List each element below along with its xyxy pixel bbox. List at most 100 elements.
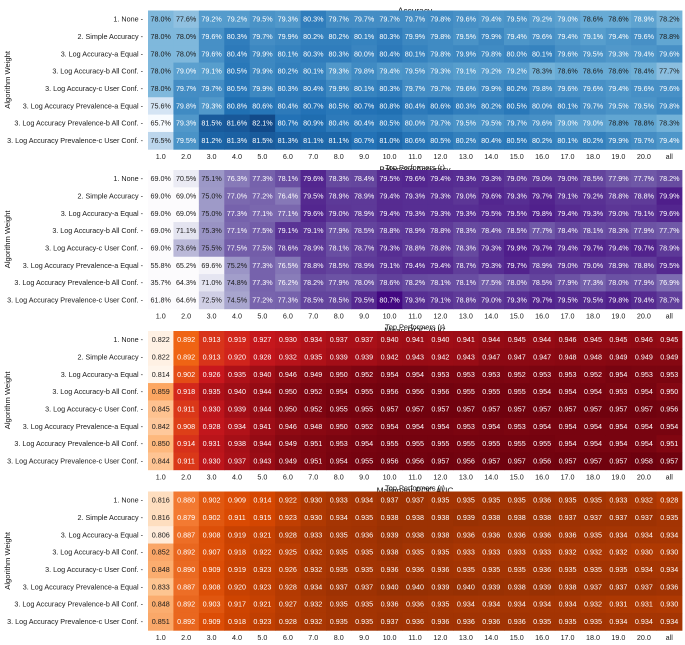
cell-value-label: 0.939 (330, 352, 348, 361)
cell-value-label: 79.7% (405, 84, 426, 93)
cell-value-label: 0.953 (635, 370, 653, 379)
heatmap-cell (376, 222, 403, 240)
heatmap-cell (326, 170, 352, 188)
cell-value-label: 0.935 (457, 565, 475, 574)
heatmap-cell (529, 612, 556, 631)
heatmap-cell (605, 114, 632, 133)
cell-value-label: 79.9% (481, 32, 502, 41)
heatmap-cell (249, 383, 276, 401)
cell-value-label: 78.3% (608, 226, 629, 235)
cell-value-label: 79.4% (557, 32, 578, 41)
cell-value-label: 0.851 (152, 617, 170, 626)
cell-value-label: 0.950 (330, 370, 348, 379)
heatmap-cell (529, 274, 556, 292)
heatmap-cell (656, 491, 683, 510)
heatmap-cell (300, 79, 327, 98)
cell-value-label: 0.957 (482, 404, 500, 413)
cell-value-label: 0.887 (177, 582, 195, 591)
heatmap-cell (300, 491, 327, 510)
x-tick-label: 9.0 (359, 473, 369, 482)
cell-value-label: 0.957 (609, 457, 627, 466)
cell-value-label: 0.954 (381, 422, 399, 431)
cell-value-label: 79.7% (583, 243, 604, 252)
cell-value-label: 78.8% (456, 296, 477, 305)
cell-value-label: 79.6% (303, 209, 324, 218)
cell-value-label: 0.953 (457, 422, 475, 431)
heatmap-cell (224, 595, 251, 614)
cell-value-label: 0.907 (203, 548, 221, 557)
cell-value-label: 76.9% (659, 278, 680, 287)
cell-value-label: 79.3% (481, 243, 502, 252)
cell-value-label: 0.932 (304, 600, 322, 609)
cell-value-label: 79.2% (201, 15, 222, 24)
cell-value-label: 79.6% (405, 174, 426, 183)
y-tick-label: 3. Log Accuracy Prevalence-c User Conf. … (7, 296, 143, 305)
heatmap-cell (554, 526, 581, 544)
cell-value-label: 0.936 (660, 582, 678, 591)
cell-value-label: 78.8% (634, 119, 655, 128)
cell-value-label: 0.936 (355, 530, 373, 539)
cell-value-label: 79.7% (507, 261, 528, 270)
heatmap-cell (326, 526, 352, 544)
heatmap-cell (656, 365, 683, 384)
cell-value-label: 0.908 (203, 530, 221, 539)
cell-value-label: 79.3% (456, 209, 477, 218)
heatmap-cell (504, 612, 530, 631)
heatmap-cell (656, 508, 683, 527)
cell-value-label: 0.902 (203, 496, 221, 505)
cell-value-label: 78.0% (151, 15, 172, 24)
heatmap-cell (275, 27, 301, 46)
heatmap-cell (605, 365, 632, 384)
cell-value-label: 78.8% (608, 119, 629, 128)
heatmap-cell (427, 27, 454, 46)
cell-value-label: 79.5% (354, 296, 375, 305)
heatmap-cell (504, 491, 530, 510)
y-tick-label: 2. Simple Accuracy - (77, 191, 143, 200)
x-tick-label: 3.0 (207, 312, 217, 321)
cell-value-label: 0.949 (609, 352, 627, 361)
heatmap-cell (148, 595, 174, 614)
cell-value-label: 79.7% (532, 191, 553, 200)
cell-value-label: 0.937 (609, 582, 627, 591)
cell-value-label: 0.954 (660, 422, 678, 431)
cell-value-label: 0.918 (177, 387, 195, 396)
cell-value-label: 80.1% (354, 84, 375, 93)
heatmap-cell (275, 452, 301, 471)
cell-value-label: 78.6% (379, 278, 400, 287)
heatmap-cell (478, 348, 505, 367)
heatmap-cell (326, 239, 352, 258)
heatmap-cell (300, 204, 327, 223)
heatmap-cell (656, 331, 683, 349)
heatmap-cell (631, 543, 657, 562)
heatmap-cell (453, 508, 479, 527)
heatmap-cell (249, 239, 276, 258)
y-tick-label: 2. Simple Accuracy - (77, 513, 143, 522)
cell-value-label: 0.951 (660, 439, 678, 448)
cell-value-label: 79.5% (507, 15, 528, 24)
x-tick-label: 19.0 (611, 152, 625, 161)
heatmap-cell (478, 595, 505, 614)
cell-value-label: 78.4% (557, 226, 578, 235)
heatmap-cell (249, 45, 276, 63)
heatmap-cell (148, 114, 174, 133)
cell-value-label: 78.3% (456, 243, 477, 252)
cell-value-label: 79.8% (176, 101, 197, 110)
cell-value-label: 80.5% (329, 101, 350, 110)
cell-value-label: 0.954 (609, 439, 627, 448)
heatmap-cell (198, 491, 225, 510)
heatmap-cell (148, 331, 174, 349)
cell-value-label: 81.0% (379, 136, 400, 145)
heatmap-cell (478, 204, 505, 223)
cell-value-label: 78.0% (608, 278, 629, 287)
heatmap-cell (453, 383, 479, 401)
heatmap-cell (504, 291, 530, 310)
cell-value-label: 0.908 (203, 582, 221, 591)
heatmap-cell (376, 187, 403, 206)
heatmap-cell (402, 239, 429, 258)
cell-value-label: 79.6% (456, 84, 477, 93)
heatmap-cell (198, 508, 225, 527)
cell-value-label: 77.3% (278, 296, 299, 305)
heatmap-cell (224, 10, 251, 29)
heatmap-cell (198, 97, 225, 115)
cell-value-label: 0.935 (482, 565, 500, 574)
